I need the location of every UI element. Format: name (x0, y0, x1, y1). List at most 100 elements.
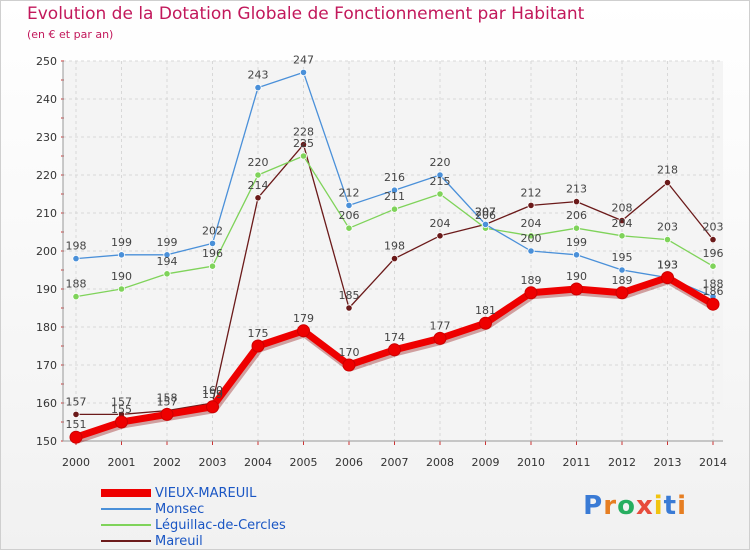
series-monsec (72, 68, 717, 301)
data-label: 203 (657, 221, 678, 234)
data-point (208, 239, 217, 247)
legend-label: VIEUX-MAREUIL (155, 485, 257, 501)
data-point (572, 251, 581, 259)
legend-swatch (101, 508, 151, 510)
x-tick-label: 2010 (517, 456, 545, 469)
data-label: 200 (521, 232, 542, 245)
data-point (709, 262, 717, 270)
data-label: 189 (521, 274, 542, 287)
data-point (251, 339, 265, 353)
legend-swatch (101, 524, 151, 526)
data-point (117, 285, 126, 293)
data-label: 160 (202, 384, 223, 397)
y-tick-label: 180 (36, 321, 57, 334)
data-point (527, 201, 535, 209)
data-point (206, 400, 219, 414)
data-label: 206 (339, 209, 360, 222)
data-point (388, 343, 401, 357)
data-point (481, 220, 490, 228)
data-label: 193 (657, 259, 678, 272)
legend-swatch (101, 489, 151, 497)
data-label: 203 (703, 221, 724, 234)
legend-item: VIEUX-MAREUIL (101, 485, 286, 501)
data-label: 174 (384, 331, 405, 344)
x-tick-label: 2001 (108, 456, 136, 469)
x-tick-label: 2004 (244, 456, 272, 469)
x-tick-label: 2009 (472, 456, 500, 469)
data-label: 193 (657, 259, 678, 272)
data-label: 181 (475, 304, 496, 317)
data-label: 175 (248, 327, 269, 340)
x-tick-label: 2002 (153, 456, 181, 469)
data-label: 199 (111, 236, 132, 249)
x-tick-label: 2003 (199, 456, 227, 469)
data-point (254, 194, 262, 202)
y-tick-label: 230 (36, 131, 57, 144)
data-label: 195 (612, 251, 633, 264)
data-label: 208 (612, 202, 633, 215)
x-tick-label: 2012 (608, 456, 636, 469)
y-tick-label: 160 (36, 397, 57, 410)
data-label: 218 (657, 164, 678, 177)
data-point (163, 251, 171, 259)
data-point (524, 286, 538, 300)
proxiti-logo: Proxiti (583, 491, 687, 521)
data-label: 220 (430, 156, 451, 169)
data-point (163, 270, 171, 278)
data-label: 213 (566, 183, 587, 196)
data-label: 211 (384, 190, 405, 203)
data-label: 212 (521, 186, 542, 199)
data-label: 188 (66, 278, 87, 291)
series-l-guillac-de-cercles (72, 152, 717, 301)
legend: VIEUX-MAREUIL Monsec Léguillac-de-Cercles M… (101, 485, 286, 549)
data-label: 206 (566, 209, 587, 222)
data-label: 199 (157, 236, 178, 249)
y-tick-label: 240 (36, 93, 57, 106)
logo-letter: o (617, 491, 636, 521)
data-point (615, 286, 629, 300)
data-label: 204 (612, 217, 633, 230)
data-point (208, 262, 217, 270)
data-point (661, 271, 674, 285)
data-label: 157 (157, 395, 178, 408)
axis-layer: 150 160 170 180 190 200 210 220 230 240 250 2000 200… (36, 55, 727, 469)
data-label: 157 (66, 395, 87, 408)
data-point (345, 201, 353, 209)
data-point (618, 266, 626, 274)
chart-title: Evolution de la Dotation Globale de Fonc… (27, 4, 585, 24)
data-point (709, 236, 717, 244)
data-point (436, 232, 444, 240)
data-point (390, 255, 399, 263)
data-point (72, 292, 80, 301)
legend-swatch (101, 540, 151, 542)
data-point (663, 236, 672, 244)
data-point (115, 415, 128, 429)
data-point (390, 186, 399, 194)
data-point (160, 407, 174, 421)
data-point (618, 217, 626, 225)
data-point (72, 255, 80, 263)
data-point (299, 152, 308, 160)
data-label: 155 (111, 403, 132, 416)
logo-letter: i (653, 491, 664, 521)
y-tick-label: 170 (36, 359, 57, 372)
y-tick-label: 190 (36, 283, 57, 296)
data-point (117, 251, 126, 259)
data-label: 170 (339, 346, 360, 359)
legend-label: Mareuil (155, 533, 203, 549)
data-point (390, 205, 399, 213)
logo-letter: x (635, 491, 654, 521)
data-label: 247 (293, 53, 314, 66)
data-label: 225 (293, 137, 314, 150)
data-point (572, 198, 581, 206)
data-label: 212 (339, 186, 360, 199)
data-label: 199 (566, 236, 587, 249)
data-label: 204 (521, 217, 542, 230)
x-tick-label: 2006 (335, 456, 363, 469)
data-point (527, 247, 535, 255)
legend-item: Mareuil (101, 533, 286, 549)
legend-item: Monsec (101, 501, 286, 517)
